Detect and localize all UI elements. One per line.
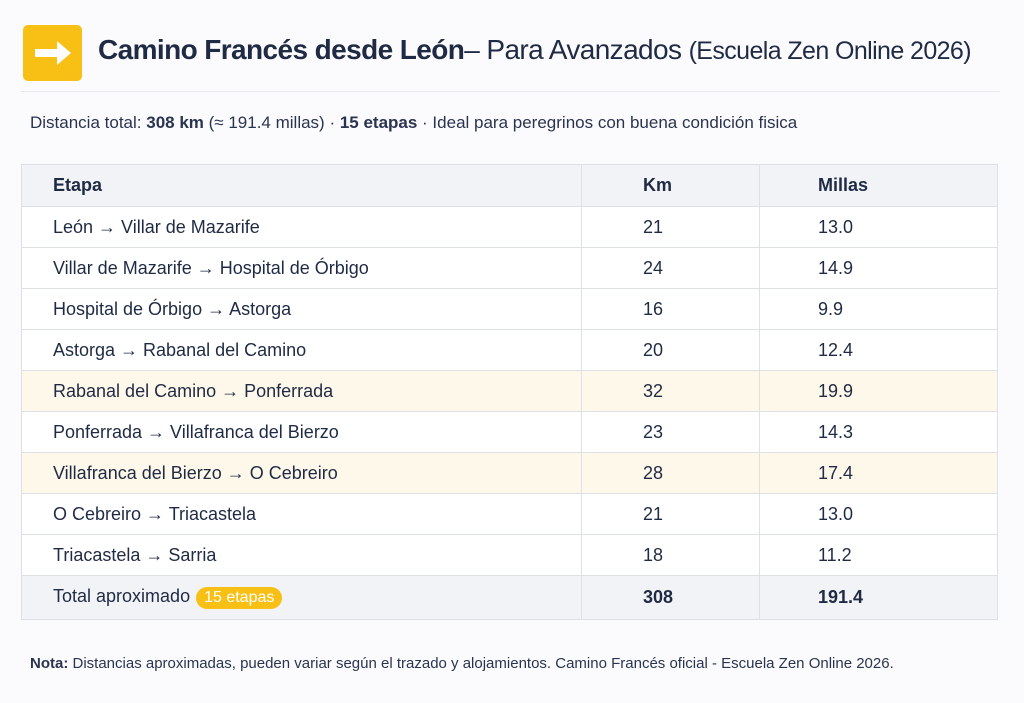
km-cell: 16 <box>581 288 760 330</box>
header-etapa: Etapa <box>21 164 582 207</box>
total-label: Total aproximado <box>53 586 191 606</box>
miles-cell: 19.9 <box>759 370 998 412</box>
table-row: Rabanal del Camino → Ponferrada 32 19.9 <box>21 370 998 412</box>
stage-cell: Villafranca del Bierzo → O Cebreiro <box>21 452 582 494</box>
arrow-right-icon <box>23 25 82 81</box>
summary-line: Distancia total: 308 km (≈ 191.4 millas)… <box>30 113 797 133</box>
divider <box>21 91 1000 92</box>
table-row: Ponferrada → Villafranca del Bierzo 23 14.… <box>21 411 998 453</box>
header-km: Km <box>581 164 760 207</box>
title-main: Camino Francés desde León <box>98 34 465 65</box>
km-cell: 21 <box>581 206 760 248</box>
table-row: O Cebreiro → Triacastela 21 13.0 <box>21 493 998 535</box>
miles-cell: 14.9 <box>759 247 998 289</box>
table-row: Triacastela → Sarria 18 11.2 <box>21 534 998 576</box>
miles-cell: 12.4 <box>759 329 998 371</box>
summary-stages: 15 etapas <box>339 113 418 132</box>
title-paren: (Escuela Zen Online 2026) <box>688 37 972 65</box>
km-cell: 32 <box>581 370 760 412</box>
table-row: Hospital de Órbigo → Astorga 16 9.9 <box>21 288 998 330</box>
summary-prefix: Distancia total: <box>30 113 147 132</box>
miles-cell: 14.3 <box>759 411 998 453</box>
km-cell: 28 <box>581 452 760 494</box>
total-miles: 191.4 <box>759 575 998 620</box>
header-millas: Millas <box>759 164 998 207</box>
miles-cell: 9.9 <box>759 288 998 330</box>
km-cell: 21 <box>581 493 760 535</box>
stages-table: Etapa Km Millas León → Villar de Mazarif… <box>21 164 998 620</box>
total-row: Total aproximado 15 etapas 308 191.4 <box>21 575 998 620</box>
stage-cell: O Cebreiro → Triacastela <box>21 493 582 535</box>
title-subtitle: – Para Avanzados <box>464 34 689 65</box>
table-row: Villar de Mazarife → Hospital de Órbigo 2… <box>21 247 998 289</box>
table-row: Villafranca del Bierzo → O Cebreiro 28 17.… <box>21 452 998 494</box>
km-cell: 18 <box>581 534 760 576</box>
footnote: Nota: Distancias aproximadas, pueden var… <box>30 655 894 672</box>
summary-suffix: · Ideal para peregrinos con buena condic… <box>417 113 798 132</box>
miles-cell: 13.0 <box>759 493 998 535</box>
table-row: Astorga → Rabanal del Camino 20 12.4 <box>21 329 998 371</box>
km-cell: 24 <box>581 247 760 289</box>
note-text: Distancias aproximadas, pueden variar se… <box>68 655 894 672</box>
miles-cell: 17.4 <box>759 452 998 494</box>
stage-cell: Villar de Mazarife → Hospital de Órbigo <box>21 247 582 289</box>
stages-badge: 15 etapas <box>196 587 283 609</box>
stage-cell: León → Villar de Mazarife <box>21 206 582 248</box>
stage-cell: Hospital de Órbigo → Astorga <box>21 288 582 330</box>
note-label: Nota: <box>30 655 69 672</box>
stage-cell: Triacastela → Sarria <box>21 534 582 576</box>
summary-miles: (≈ 191.4 millas) · <box>203 113 340 132</box>
total-label-cell: Total aproximado 15 etapas <box>21 575 582 620</box>
km-cell: 23 <box>581 411 760 453</box>
page-title: Camino Francés desde León– Para Avanzado… <box>98 34 972 66</box>
stage-cell: Rabanal del Camino → Ponferrada <box>21 370 582 412</box>
stage-cell: Ponferrada → Villafranca del Bierzo <box>21 411 582 453</box>
miles-cell: 11.2 <box>759 534 998 576</box>
total-km: 308 <box>581 575 760 620</box>
summary-distance: 308 km <box>146 113 204 132</box>
stage-cell: Astorga → Rabanal del Camino <box>21 329 582 371</box>
miles-cell: 13.0 <box>759 206 998 248</box>
km-cell: 20 <box>581 329 760 371</box>
table-row: León → Villar de Mazarife 21 13.0 <box>21 206 998 248</box>
table-header: Etapa Km Millas <box>21 164 998 207</box>
